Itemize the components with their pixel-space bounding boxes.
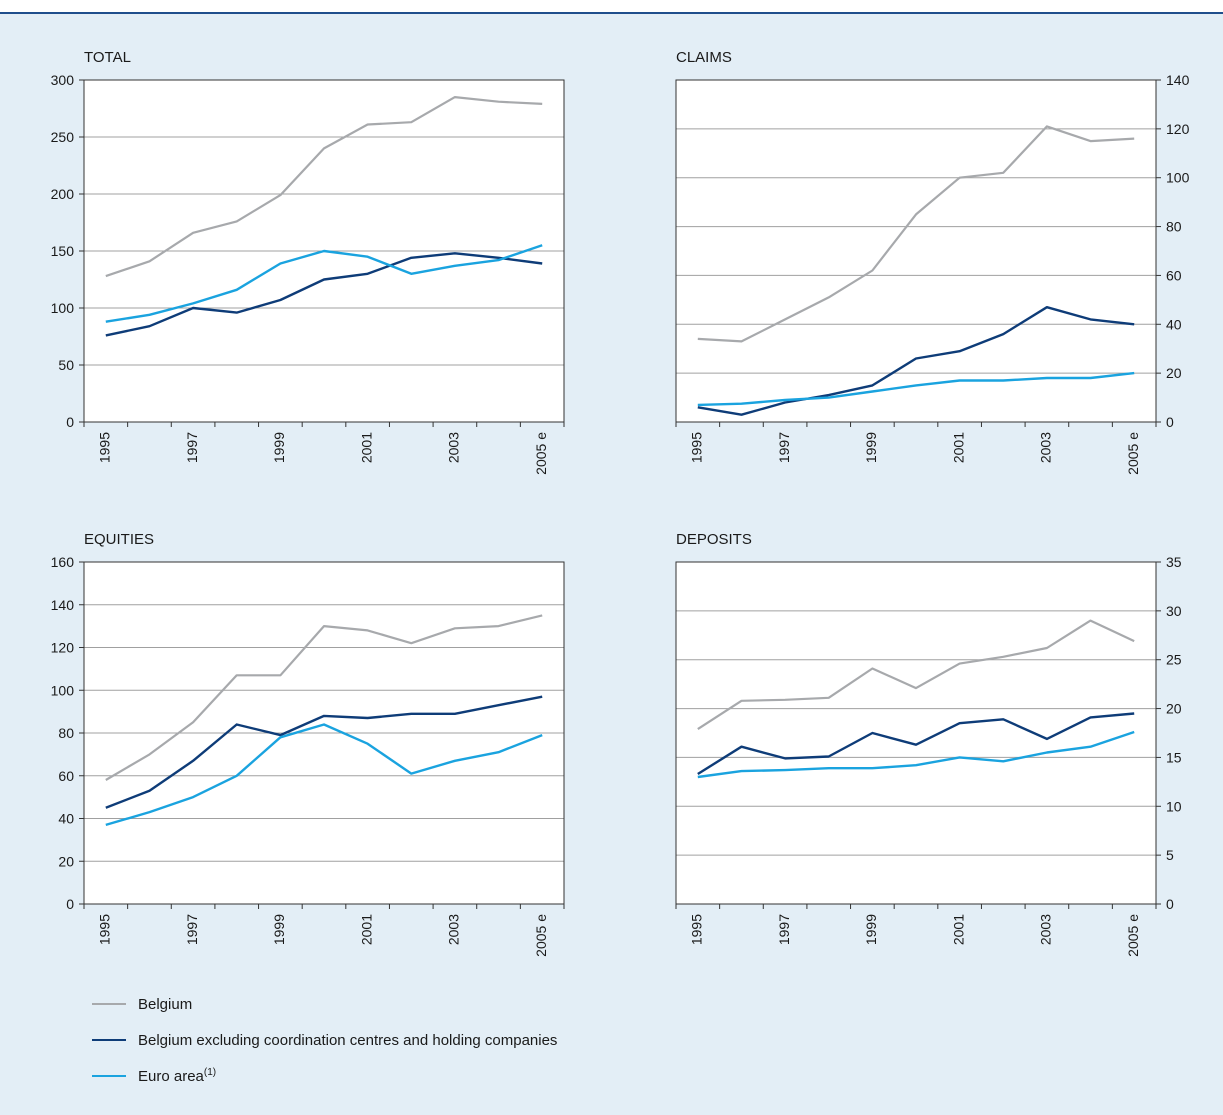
chart-title-total: TOTAL [84,49,131,66]
y-tick-label: 120 [1166,121,1190,137]
legend-swatch-belgium [92,1003,126,1005]
x-tick-label: 2003 [1038,914,1054,945]
series-line-belgium-excl [697,306,1135,416]
y-tick-label: 15 [1166,749,1182,765]
x-tick-label: 1997 [184,914,200,945]
chart-title-equities: EQUITIES [84,531,154,548]
series-line-euro [105,723,543,827]
plot-area [676,80,1156,422]
x-tick-label: 2001 [950,432,966,463]
y-tick-label: 50 [58,357,74,373]
plot-area [676,562,1156,904]
x-tick-label: 1995 [689,432,705,463]
x-tick-label: 1995 [97,914,113,945]
plot-frame [675,561,1157,905]
y-tick-label: 160 [51,554,75,570]
y-tick-label: 80 [58,725,74,741]
x-tick-label: 1999 [271,432,287,463]
y-tick-label: 150 [51,243,75,259]
y-tick-label: 0 [1166,896,1174,912]
x-tick-label: 2003 [446,432,462,463]
x-tick-label: 1999 [863,432,879,463]
series-line-belgium [697,619,1135,731]
series-line-belgium [105,95,543,278]
x-tick-label: 1997 [776,914,792,945]
y-tick-label: 0 [66,414,74,430]
x-tick-label: 2001 [950,914,966,945]
x-tick-label: 1995 [689,914,705,945]
x-tick-label: 2005 e [533,432,549,475]
series-line-belgium-excl [697,712,1135,776]
series-line-euro [697,371,1135,407]
y-tick-label: 100 [1166,170,1190,186]
chart-title-deposits: DEPOSITS [676,531,752,548]
chart-deposits: DEPOSITS 0 5 10 15 20 25 30 35 1995 1997 1999 2001 20… [675,531,1182,957]
legend-label-euro-area: Euro area(1) [138,1067,216,1085]
y-tick-label: 25 [1166,652,1182,668]
series-line-belgium-excl [105,252,543,337]
x-tick-label: 2003 [1038,432,1054,463]
legend-item-belgium-excl: Belgium excluding coordination centres a… [92,1030,557,1050]
legend-item-belgium: Belgium [92,994,192,1014]
x-tick-label: 2005 e [1125,432,1141,475]
y-tick-label: 200 [51,186,75,202]
top-rule [0,0,1223,14]
x-tick-label: 2005 e [533,914,549,957]
y-tick-label: 60 [58,768,74,784]
y-tick-label: 120 [51,640,75,656]
y-tick-label: 60 [1166,267,1182,283]
y-tick-label: 20 [1166,365,1182,381]
legend-label-belgium: Belgium [138,995,193,1013]
y-tick-label: 10 [1166,798,1182,814]
y-tick-label: 100 [51,682,75,698]
y-tick-label: 30 [1166,603,1182,619]
series-line-belgium-excl [105,695,543,809]
chart-total: TOTAL 0 50 100 150 200 250 300 1995 1997 1999 2001 2… [51,49,565,475]
y-tick-label: 5 [1166,847,1174,863]
series-line-euro [105,244,543,323]
x-tick-label: 2003 [446,914,462,945]
y-tick-label: 140 [1166,72,1190,88]
y-tick-label: 20 [1166,701,1182,717]
plot-frame [675,79,1157,423]
y-tick-label: 20 [58,853,74,869]
y-tick-label: 250 [51,129,75,145]
series-line-belgium [697,125,1135,343]
y-tick-label: 35 [1166,554,1182,570]
y-tick-label: 300 [51,72,75,88]
x-tick-label: 1997 [776,432,792,463]
y-tick-label: 40 [58,811,74,827]
x-tick-label: 1999 [863,914,879,945]
series-line-belgium [105,614,543,781]
y-tick-label: 100 [51,300,75,316]
x-tick-label: 1999 [271,914,287,945]
chart-equities: EQUITIES 0 20 40 60 80 100 120 140 160 1995 1997 199… [51,531,565,957]
x-tick-label: 2005 e [1125,914,1141,957]
series-line-euro [697,730,1135,779]
x-tick-label: 1997 [184,432,200,463]
x-tick-label: 2001 [358,914,374,945]
chart-claims: CLAIMS 0 20 40 60 80 100 120 140 1995 1997 1999 2001… [675,49,1190,475]
legend-footnote-marker: (1) [203,1067,217,1078]
y-tick-label: 0 [66,896,74,912]
legend-swatch-belgium-excl [92,1039,126,1041]
chart-title-claims: CLAIMS [676,49,732,66]
x-tick-label: 2001 [358,432,374,463]
legend-label-belgium-excl: Belgium excluding coordination centres a… [138,1031,558,1049]
legend-item-euro-area: Euro area(1) [92,1066,216,1086]
y-tick-label: 80 [1166,219,1182,235]
x-tick-label: 1995 [97,432,113,463]
y-tick-label: 0 [1166,414,1174,430]
y-tick-label: 140 [51,597,75,613]
y-tick-label: 40 [1166,316,1182,332]
legend-label-euro-area-text: Euro area [138,1068,204,1085]
legend-swatch-euro-area [92,1075,126,1077]
